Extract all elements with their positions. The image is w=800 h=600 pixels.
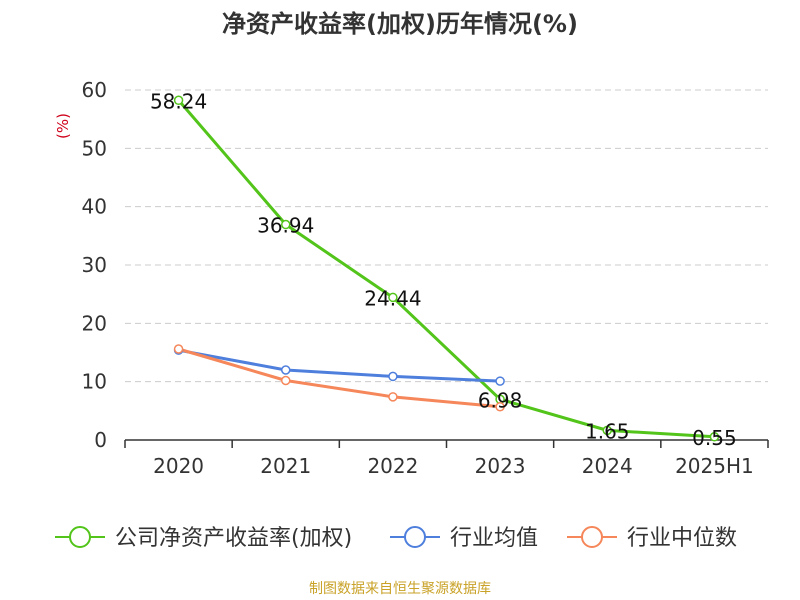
data-label: 36.94 (257, 214, 314, 238)
data-point (281, 365, 291, 375)
data-point (602, 425, 612, 436)
legend-label: 公司净资产收益率(加权) (115, 526, 352, 551)
data-point (388, 392, 398, 402)
legend: 公司净资产收益率(加权) 行业均值 行业中位数 (55, 526, 737, 551)
y-tick-label: 60 (82, 78, 107, 102)
data-labels: 58.24 36.94 24.44 6.98 1.65 0.55 (150, 89, 737, 450)
x-tick-label: 2023 (475, 454, 526, 478)
legend-label: 行业中位数 (627, 526, 737, 551)
data-label: 1.65 (585, 419, 630, 443)
legend-marker-icon (404, 526, 426, 548)
series-line (178, 347, 501, 409)
data-point (495, 376, 505, 386)
grid-lines (125, 89, 768, 383)
data-point (173, 95, 184, 106)
legend-marker-icon (69, 526, 91, 548)
axes: 0 10 20 30 40 50 60 (%) 2020 2021 2022 2023 2024 2025… (54, 78, 769, 478)
x-tick-label: 2022 (367, 454, 418, 478)
y-axis-label: (%) (54, 113, 72, 139)
series-lines (177, 99, 715, 439)
data-label: 24.44 (364, 286, 421, 310)
legend-label: 行业均值 (450, 526, 538, 551)
data-point (388, 371, 398, 382)
data-point (388, 292, 398, 303)
y-tick-label: 50 (82, 136, 107, 160)
y-tick-label: 40 (82, 195, 107, 219)
data-point (495, 402, 505, 412)
x-tick-label: 2025H1 (675, 454, 754, 478)
series-line (178, 348, 501, 383)
series-line (177, 99, 715, 439)
data-label: 6.98 (478, 388, 523, 412)
data-label: 58.24 (150, 89, 207, 113)
data-points (173, 95, 720, 442)
data-label: 0.55 (692, 426, 737, 450)
data-point (281, 219, 291, 230)
data-point (281, 375, 291, 386)
y-tick-label: 10 (82, 370, 107, 394)
y-tick-label: 0 (94, 428, 107, 452)
x-tick-label: 2020 (153, 454, 204, 478)
source-note: 制图数据来自恒生聚源数据库 (309, 581, 491, 597)
x-tick-label: 2024 (582, 454, 633, 478)
x-tick-label: 2021 (260, 454, 311, 478)
y-tick-label: 30 (82, 253, 107, 277)
data-point (173, 344, 184, 354)
chart-title: 净资产收益率(加权)历年情况(%) (222, 10, 578, 38)
data-point (709, 432, 720, 442)
y-tick-label: 20 (82, 311, 107, 335)
legend-marker-icon (581, 526, 603, 548)
